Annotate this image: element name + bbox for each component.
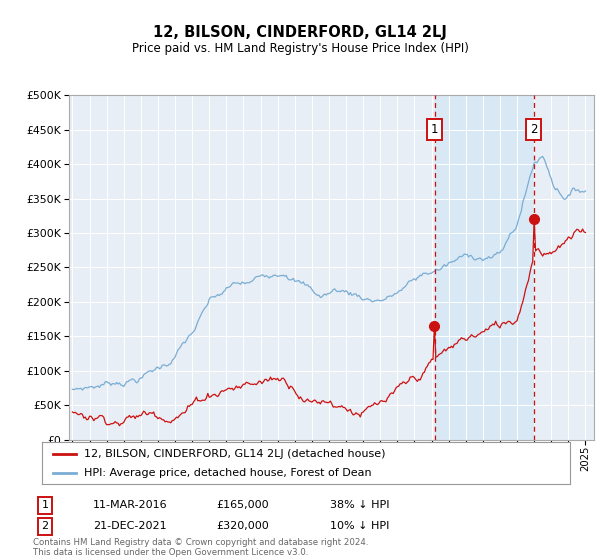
Text: 10% ↓ HPI: 10% ↓ HPI — [330, 521, 389, 531]
Text: 21-DEC-2021: 21-DEC-2021 — [93, 521, 167, 531]
Text: 1: 1 — [431, 123, 439, 136]
Text: £320,000: £320,000 — [216, 521, 269, 531]
Text: HPI: Average price, detached house, Forest of Dean: HPI: Average price, detached house, Fore… — [84, 468, 372, 478]
Text: 12, BILSON, CINDERFORD, GL14 2LJ: 12, BILSON, CINDERFORD, GL14 2LJ — [153, 25, 447, 40]
Text: 38% ↓ HPI: 38% ↓ HPI — [330, 500, 389, 510]
Text: 1: 1 — [41, 500, 49, 510]
Text: 2: 2 — [530, 123, 538, 136]
Text: Price paid vs. HM Land Registry's House Price Index (HPI): Price paid vs. HM Land Registry's House … — [131, 42, 469, 55]
Text: £165,000: £165,000 — [216, 500, 269, 510]
Bar — [435, 95, 533, 440]
Text: 11-MAR-2016: 11-MAR-2016 — [93, 500, 167, 510]
Text: 12, BILSON, CINDERFORD, GL14 2LJ (detached house): 12, BILSON, CINDERFORD, GL14 2LJ (detach… — [84, 449, 386, 459]
Text: 2: 2 — [41, 521, 49, 531]
Text: Contains HM Land Registry data © Crown copyright and database right 2024.
This d: Contains HM Land Registry data © Crown c… — [33, 538, 368, 557]
